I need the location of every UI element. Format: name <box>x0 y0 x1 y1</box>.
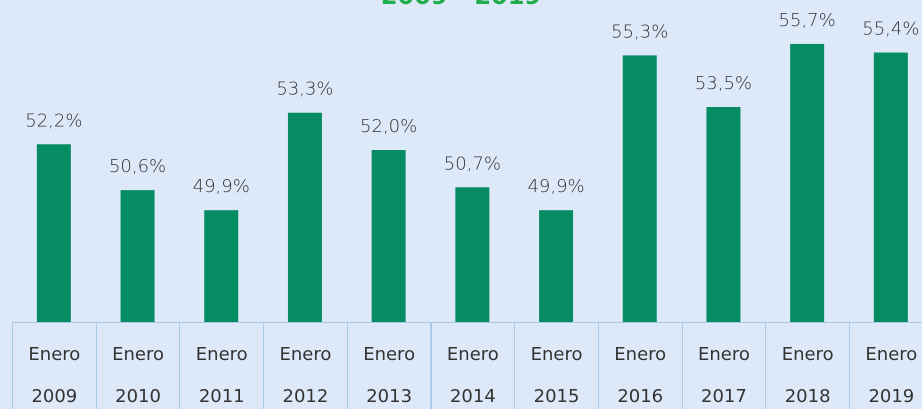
x-tick-label: Enero 2010 <box>95 322 181 409</box>
data-label: 53,3% <box>276 79 333 100</box>
x-tick-label: Enero 2016 <box>597 322 683 409</box>
x-tick-label: Enero 2018 <box>765 322 850 409</box>
bar <box>706 107 741 322</box>
x-tick-label: Enero 2019 <box>849 322 922 409</box>
data-label: 49,9% <box>527 176 584 197</box>
data-label: 50,6% <box>109 156 166 177</box>
bar <box>539 210 574 322</box>
data-label: 52,0% <box>360 116 417 137</box>
x-tick-label: Enero 2015 <box>514 322 599 409</box>
bar <box>455 187 490 322</box>
x-tick-label: Enero 2009 <box>12 322 97 409</box>
data-label: 55,3% <box>611 21 668 42</box>
data-label: 55,4% <box>862 19 919 40</box>
x-tick-label: Enero 2013 <box>346 322 432 409</box>
data-label: 52,2% <box>25 110 82 131</box>
bar <box>790 43 825 322</box>
data-label: 49,9% <box>193 176 250 197</box>
bar <box>371 150 406 322</box>
bar <box>204 210 239 322</box>
x-tick-label: Enero 2017 <box>681 322 767 409</box>
bar <box>622 55 657 323</box>
bar <box>287 112 322 322</box>
x-tick-label: Enero 2012 <box>263 322 348 409</box>
data-label: 50,7% <box>444 153 501 174</box>
chart-title: 2009 - 2019 <box>0 0 922 10</box>
data-label: 55,7% <box>779 10 836 31</box>
bar <box>120 190 155 322</box>
x-tick-label: Enero 2014 <box>430 322 516 409</box>
bar <box>873 52 908 323</box>
bar <box>36 144 71 322</box>
x-tick-label: Enero 2011 <box>179 322 265 409</box>
data-label: 53,5% <box>695 73 752 94</box>
